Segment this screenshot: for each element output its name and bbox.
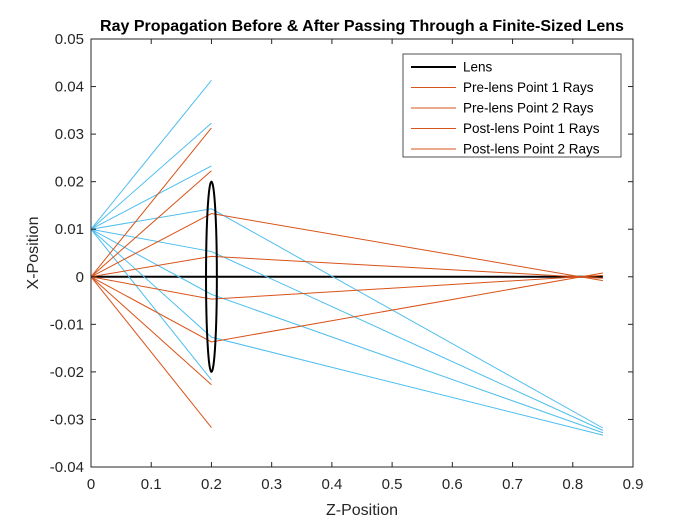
x-axis: 0 0.1 0.2 0.3 0.4 0.5 0.6 0.7 0.8 0.9 xyxy=(87,39,644,493)
legend-label: Post-lens Point 2 Rays xyxy=(463,142,600,157)
x-tick-label: 0.3 xyxy=(261,476,282,493)
ray-line-8 xyxy=(90,228,212,381)
ray-line-11 xyxy=(90,213,603,282)
ray-line-1 xyxy=(90,80,212,230)
x-tick-label: 0.8 xyxy=(562,476,583,493)
x-tick-label: 0.6 xyxy=(442,476,463,493)
x-tick-label: 0 xyxy=(87,476,95,493)
x-tick-label: 0.1 xyxy=(141,476,162,493)
y-tick-label: 0.04 xyxy=(55,79,84,96)
ray-line-2 xyxy=(90,122,212,230)
legend-label: Pre-lens Point 2 Rays xyxy=(463,101,594,116)
ray-line-15 xyxy=(90,276,212,386)
y-axis: -0.04 -0.03 -0.02 -0.01 0 0.01 0.02 0.03 0.04 0.0… xyxy=(50,31,633,476)
y-tick-label: 0.03 xyxy=(55,126,84,143)
x-tick-label: 0.4 xyxy=(321,476,342,493)
ray-line-6 xyxy=(90,228,604,434)
legend-box xyxy=(402,53,622,158)
lens-ellipse xyxy=(205,180,218,373)
y-tick-label: -0.03 xyxy=(50,411,84,428)
y-tick-label: 0.02 xyxy=(55,174,84,191)
ray-line-13 xyxy=(90,274,603,300)
y-axis-label: X-Position xyxy=(25,217,42,290)
plot-area xyxy=(90,80,604,436)
ray-line-4 xyxy=(90,208,604,429)
ray-line-14 xyxy=(90,272,603,343)
y-tick-label: 0 xyxy=(76,269,84,286)
x-tick-label: 0.5 xyxy=(382,476,403,493)
ray-line-7 xyxy=(90,228,604,436)
legend-label: Post-lens Point 1 Rays xyxy=(463,121,600,136)
x-tick-label: 0.2 xyxy=(201,476,222,493)
y-tick-label: 0.05 xyxy=(55,31,84,48)
legend-label: Pre-lens Point 1 Rays xyxy=(463,80,594,95)
y-tick-label: 0.01 xyxy=(55,221,84,238)
ray-line-12 xyxy=(90,255,603,279)
y-tick-label: -0.01 xyxy=(50,316,84,333)
ray-line-9 xyxy=(90,127,212,278)
axes-frame xyxy=(90,38,634,468)
ray-line-10 xyxy=(90,170,212,278)
chart-title: Ray Propagation Before & After Passing T… xyxy=(100,18,624,35)
x-tick-label: 0.9 xyxy=(623,476,644,493)
ray-line-16 xyxy=(90,276,212,428)
x-tick-label: 0.7 xyxy=(502,476,523,493)
x-axis-label: Z-Position xyxy=(326,502,398,519)
legend-label: Lens xyxy=(463,60,493,75)
y-tick-label: -0.02 xyxy=(50,364,84,381)
ray-line-3 xyxy=(90,165,212,230)
legend: Lens Pre-lens Point 1 Rays Pre-lens Point … xyxy=(402,53,622,158)
ray-line-5 xyxy=(90,228,604,431)
y-tick-label: -0.04 xyxy=(50,459,84,476)
